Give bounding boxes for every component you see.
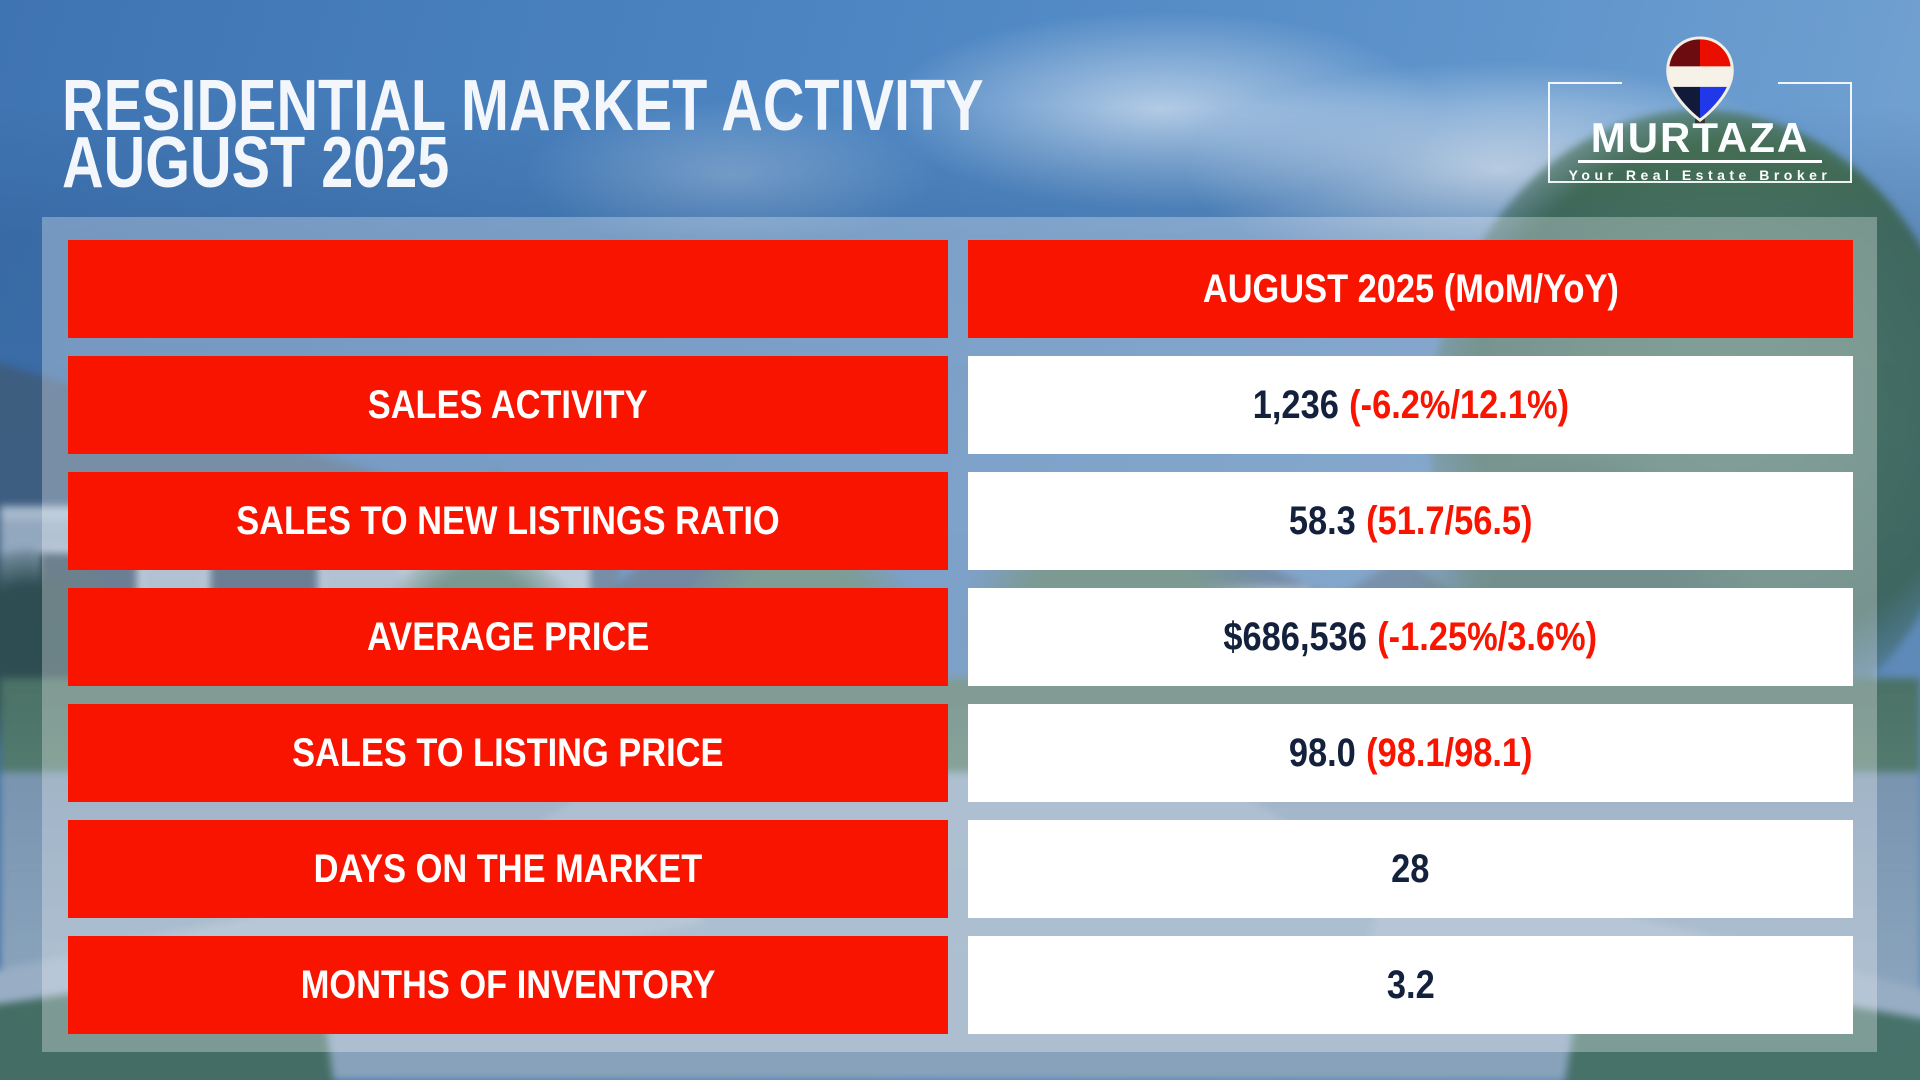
table-row-value: 98.0 (98.1/98.1) [968, 704, 1853, 802]
brand-underline [1578, 160, 1822, 163]
brand-name: MURTAZA [1590, 114, 1810, 161]
market-activity-table: AUGUST 2025 (MoM/YoY) SALES ACTIVITY 1,2… [68, 240, 1853, 1034]
value-main: 1,236 [1252, 382, 1339, 427]
value-main: 28 [1391, 846, 1430, 891]
value-mom-yoy: (51.7/56.5) [1365, 498, 1533, 543]
table-row-label: SALES TO NEW LISTINGS RATIO [68, 472, 948, 570]
page-title: RESIDENTIAL MARKET ACTIVITY AUGUST 2025 [62, 66, 1214, 204]
table-row-label: SALES TO LISTING PRICE [68, 704, 948, 802]
table-row-label: AVERAGE PRICE [68, 588, 948, 686]
title-line-1: RESIDENTIAL MARKET ACTIVITY [62, 66, 984, 147]
brand-tagline: Your Real Estate Broker [1568, 167, 1832, 183]
value-mom-yoy: (-1.25%/3.6%) [1377, 614, 1598, 659]
value-main: 3.2 [1386, 962, 1435, 1007]
logo-frame [1850, 82, 1852, 183]
value-main: $686,536 [1223, 614, 1368, 659]
value-main: 58.3 [1288, 498, 1356, 543]
value-mom-yoy: (-6.2%/12.1%) [1348, 382, 1569, 427]
table-row-value: $686,536 (-1.25%/3.6%) [968, 588, 1853, 686]
table-row-value: 3.2 [968, 936, 1853, 1034]
table-row-label: MONTHS OF INVENTORY [68, 936, 948, 1034]
table-column-header: AUGUST 2025 (MoM/YoY) [968, 240, 1853, 338]
table-row-label: SALES ACTIVITY [68, 356, 948, 454]
table-row-value: 28 [968, 820, 1853, 918]
logo-frame [1778, 82, 1852, 84]
table-row-value: 1,236 (-6.2%/12.1%) [968, 356, 1853, 454]
table-row-label: DAYS ON THE MARKET [68, 820, 948, 918]
table-row-value: 58.3 (51.7/56.5) [968, 472, 1853, 570]
table-corner-cell [68, 240, 948, 338]
brand-logo: MURTAZA Your Real Estate Broker [1548, 28, 1852, 186]
title-line-2: AUGUST 2025 [62, 123, 450, 204]
logo-frame [1548, 82, 1622, 84]
value-main: 98.0 [1288, 730, 1356, 775]
value-mom-yoy: (98.1/98.1) [1365, 730, 1533, 775]
